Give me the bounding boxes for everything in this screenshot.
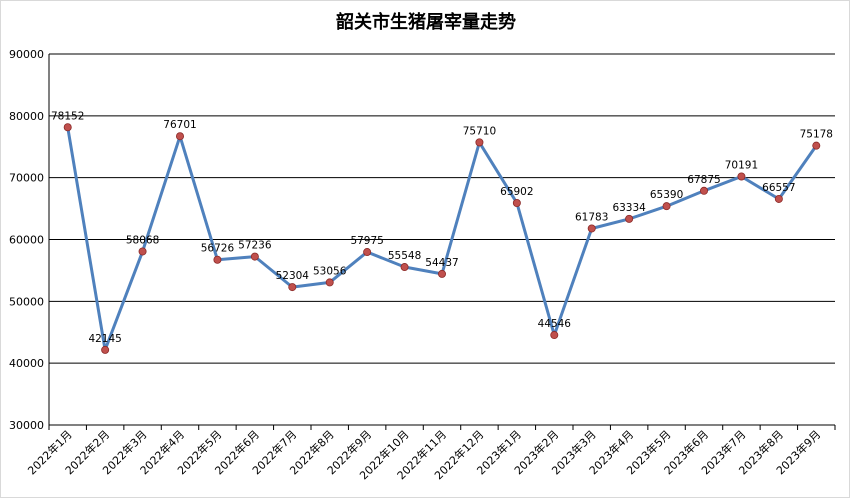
- y-tick-label: 40000: [9, 357, 44, 370]
- series-line: [66, 127, 818, 352]
- y-tick-label: 70000: [9, 172, 44, 185]
- data-label: 76701: [163, 119, 196, 131]
- data-label: 57236: [238, 240, 272, 252]
- y-tick-label: 50000: [9, 295, 44, 308]
- data-point: [363, 248, 372, 257]
- data-point: [325, 278, 334, 287]
- data-point: [101, 345, 110, 354]
- data-point: [774, 194, 783, 203]
- data-point: [662, 202, 671, 211]
- data-label: 56726: [201, 243, 235, 255]
- data-point: [250, 252, 259, 261]
- data-labels: 78152 42145 58068 76701 56726 57236 52304 53056…: [51, 110, 833, 345]
- grid-lines: [48, 53, 835, 426]
- y-tick-label: 80000: [9, 110, 44, 123]
- data-point: [400, 263, 409, 272]
- data-point: [812, 141, 821, 150]
- y-tick-label: 30000: [9, 419, 44, 432]
- data-label: 75178: [800, 129, 833, 141]
- data-label: 63334: [612, 202, 646, 214]
- data-label: 54437: [425, 257, 458, 269]
- data-label: 52304: [276, 270, 310, 282]
- series-layer: [63, 123, 821, 354]
- data-label: 65902: [500, 186, 533, 198]
- data-point: [625, 214, 634, 223]
- data-point: [700, 186, 709, 195]
- y-tick-label: 90000: [9, 48, 44, 61]
- data-label: 44546: [538, 318, 572, 330]
- data-point: [475, 138, 484, 147]
- data-label: 78152: [51, 110, 84, 122]
- data-point: [213, 255, 222, 264]
- y-tick-label: 60000: [9, 234, 44, 247]
- data-label: 75710: [463, 125, 496, 137]
- data-label: 70191: [725, 159, 758, 171]
- data-point: [512, 199, 521, 208]
- data-point: [63, 123, 72, 132]
- data-point: [288, 283, 297, 292]
- data-label: 61783: [575, 211, 608, 223]
- data-label: 53056: [313, 265, 347, 277]
- chart-title: 韶关市生猪屠宰量走势: [336, 11, 516, 33]
- data-label: 65390: [650, 189, 683, 201]
- data-label: 57975: [350, 235, 383, 247]
- data-label: 67875: [687, 174, 720, 186]
- data-point: [138, 247, 147, 256]
- data-point: [437, 269, 446, 278]
- data-label: 66557: [762, 182, 795, 194]
- data-label: 42145: [88, 333, 121, 345]
- data-point: [587, 224, 596, 233]
- data-label: 55548: [388, 250, 421, 262]
- data-point: [550, 331, 559, 340]
- data-point: [737, 172, 746, 181]
- y-axis-ticks: 30000 40000 50000 60000 70000 80000 90000: [9, 48, 44, 432]
- data-label: 58068: [126, 234, 159, 246]
- x-axis-ticks: 2022年1月2022年2月2022年3月2022年4月2022年5月2022年…: [25, 425, 836, 482]
- data-point: [175, 132, 184, 141]
